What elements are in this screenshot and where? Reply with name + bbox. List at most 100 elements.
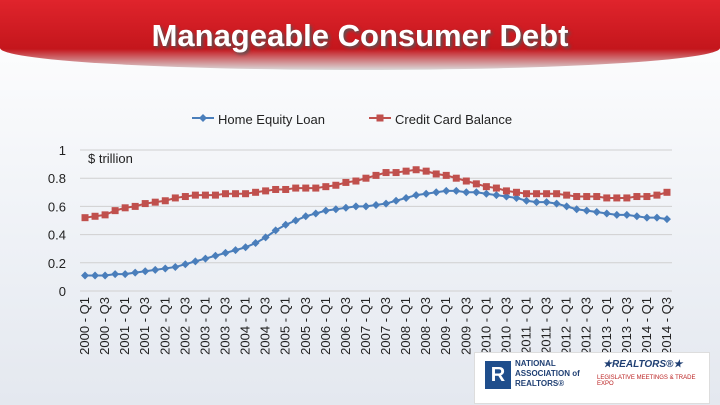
marker <box>201 254 210 263</box>
x-tick-label: 2007 - Q3 <box>378 297 393 355</box>
marker <box>412 191 421 200</box>
marker <box>553 190 561 198</box>
marker <box>372 171 380 179</box>
x-tick-label: 2003 - Q1 <box>197 297 212 355</box>
marker <box>562 202 571 211</box>
legend-marker <box>199 114 207 122</box>
x-tick-label: 2012 - Q3 <box>579 297 594 355</box>
marker <box>563 191 571 199</box>
marker <box>552 199 561 208</box>
marker <box>221 190 229 198</box>
x-tick-label: 2011 - Q3 <box>539 297 554 354</box>
marker <box>642 213 651 222</box>
marker <box>351 202 360 211</box>
marker <box>442 186 451 195</box>
marker <box>603 194 611 202</box>
marker <box>141 267 150 276</box>
marker <box>201 191 209 199</box>
marker <box>573 193 581 201</box>
marker <box>91 212 99 220</box>
y-tick-label: 0.8 <box>48 171 66 186</box>
marker <box>422 167 430 175</box>
logo-name: NATIONAL ASSOCIATION of REALTORS® <box>515 359 580 388</box>
x-tick-label: 2008 - Q1 <box>398 297 413 355</box>
marker <box>572 205 581 214</box>
marker <box>111 270 120 279</box>
marker <box>492 191 501 200</box>
x-tick-label: 2000 - Q1 <box>77 297 92 355</box>
marker <box>191 257 200 266</box>
x-tick-label: 2009 - Q3 <box>458 297 473 355</box>
x-tick-label: 2001 - Q3 <box>137 297 152 355</box>
title-bar <box>0 0 720 70</box>
legend-label: Credit Card Balance <box>395 112 512 127</box>
marker <box>372 200 380 209</box>
marker <box>543 190 551 198</box>
legend-marker <box>376 114 384 122</box>
logo-mark: R <box>485 361 511 389</box>
marker <box>512 188 520 196</box>
marker <box>101 271 110 280</box>
marker <box>181 260 190 269</box>
marker <box>252 188 260 196</box>
marker <box>662 215 671 224</box>
marker <box>251 239 260 248</box>
marker <box>311 209 320 218</box>
marker <box>131 268 140 277</box>
logo: R NATIONAL ASSOCIATION of REALTORS® ★REA… <box>474 352 710 404</box>
marker <box>221 248 230 257</box>
x-tick-label: 2001 - Q1 <box>117 297 132 355</box>
marker <box>151 265 160 274</box>
marker <box>342 178 350 186</box>
marker <box>462 177 470 185</box>
marker <box>211 251 220 260</box>
marker <box>301 212 310 221</box>
marker <box>151 198 159 206</box>
x-tick-label: 2003 - Q3 <box>217 297 232 355</box>
marker <box>121 204 129 212</box>
marker <box>211 191 219 199</box>
marker <box>412 166 420 174</box>
x-tick-label: 2013 - Q1 <box>599 297 614 355</box>
marker <box>452 186 461 195</box>
marker <box>663 188 671 196</box>
slide-title: Manageable Consumer Debt <box>151 18 569 53</box>
x-tick-label: 2011 - Q1 <box>519 297 534 354</box>
marker <box>492 184 500 192</box>
marker <box>111 207 119 215</box>
marker <box>502 187 510 195</box>
marker <box>281 220 290 229</box>
marker <box>171 194 179 202</box>
marker <box>402 167 410 175</box>
marker <box>612 210 621 219</box>
marker <box>121 270 130 279</box>
marker <box>302 184 310 192</box>
x-tick-label: 2013 - Q3 <box>619 297 634 355</box>
x-tick-label: 2014 - Q3 <box>659 297 674 355</box>
marker <box>332 181 340 189</box>
marker <box>583 193 591 201</box>
marker <box>272 185 280 193</box>
marker <box>622 210 631 219</box>
marker <box>181 193 189 201</box>
marker <box>643 193 651 201</box>
marker <box>512 193 521 202</box>
marker <box>652 213 661 222</box>
marker <box>191 191 199 199</box>
marker <box>593 193 601 201</box>
marker <box>81 214 89 222</box>
marker <box>232 190 240 198</box>
marker <box>292 184 300 192</box>
y-tick-label: 1 <box>59 143 66 158</box>
event-subtitle: LEGISLATIVE MEETINGS & TRADE EXPO <box>597 375 696 387</box>
marker <box>161 197 169 205</box>
x-tick-label: 2008 - Q3 <box>418 297 433 355</box>
marker <box>271 226 280 235</box>
x-tick-label: 2004 - Q1 <box>238 297 253 355</box>
marker <box>291 216 300 225</box>
marker <box>81 271 90 280</box>
marker <box>331 205 340 214</box>
marker <box>422 189 431 198</box>
